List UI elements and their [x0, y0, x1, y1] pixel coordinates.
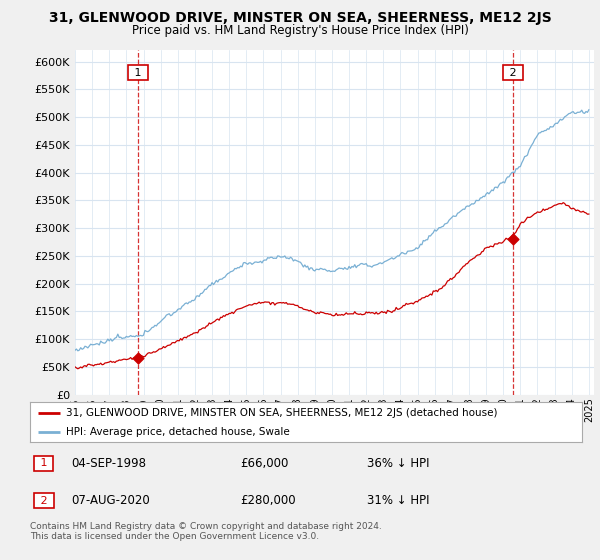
Text: 36% ↓ HPI: 36% ↓ HPI: [367, 457, 429, 470]
Text: £280,000: £280,000: [240, 494, 295, 507]
Text: 31, GLENWOOD DRIVE, MINSTER ON SEA, SHEERNESS, ME12 2JS: 31, GLENWOOD DRIVE, MINSTER ON SEA, SHEE…: [49, 11, 551, 25]
Text: 1: 1: [131, 68, 145, 78]
Text: 2: 2: [506, 68, 520, 78]
Text: Price paid vs. HM Land Registry's House Price Index (HPI): Price paid vs. HM Land Registry's House …: [131, 24, 469, 36]
Point: [508, 235, 518, 244]
Text: 31% ↓ HPI: 31% ↓ HPI: [367, 494, 429, 507]
Text: 1: 1: [37, 459, 50, 468]
Text: HPI: Average price, detached house, Swale: HPI: Average price, detached house, Swal…: [66, 427, 290, 436]
Text: 04-SEP-1998: 04-SEP-1998: [71, 457, 146, 470]
Text: £66,000: £66,000: [240, 457, 288, 470]
Text: 31, GLENWOOD DRIVE, MINSTER ON SEA, SHEERNESS, ME12 2JS (detached house): 31, GLENWOOD DRIVE, MINSTER ON SEA, SHEE…: [66, 408, 497, 418]
Point: [133, 354, 143, 363]
Text: Contains HM Land Registry data © Crown copyright and database right 2024.
This d: Contains HM Land Registry data © Crown c…: [30, 522, 382, 542]
Text: 2: 2: [37, 496, 51, 506]
Text: 07-AUG-2020: 07-AUG-2020: [71, 494, 150, 507]
